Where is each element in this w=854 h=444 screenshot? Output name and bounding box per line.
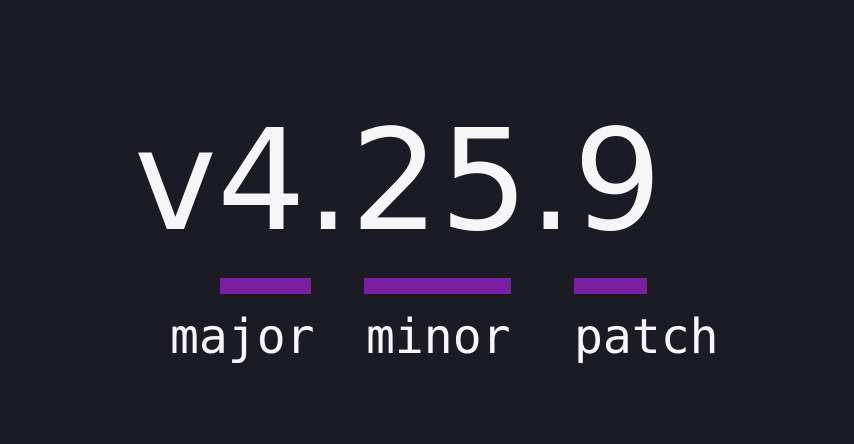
major-underline-bar <box>220 278 311 294</box>
minor-underline-bar <box>364 278 511 294</box>
minor-label: minor <box>366 309 511 365</box>
patch-underline-bar <box>574 278 647 294</box>
version-number: v4.25.9 <box>134 100 663 263</box>
major-label: major <box>170 309 315 365</box>
patch-label: patch <box>574 309 719 365</box>
